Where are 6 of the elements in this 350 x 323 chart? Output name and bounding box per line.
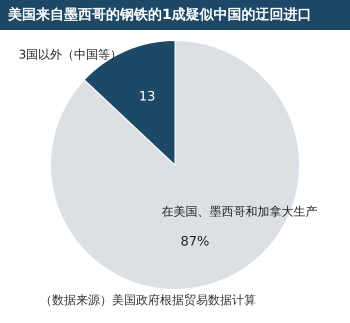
data-label: 87% <box>180 234 210 250</box>
slice-label: 在美国、墨西哥和加拿大生产 <box>162 204 318 218</box>
slice-label: 3国以外（中国等） <box>18 48 122 62</box>
data-label: 13 <box>138 90 156 105</box>
text: （数据来源）美国政府根据贸易数据计算 <box>40 292 256 309</box>
chart-title: 美国来自墨西哥的钢铁的1成疑似中国的迂回进口 <box>0 0 350 30</box>
